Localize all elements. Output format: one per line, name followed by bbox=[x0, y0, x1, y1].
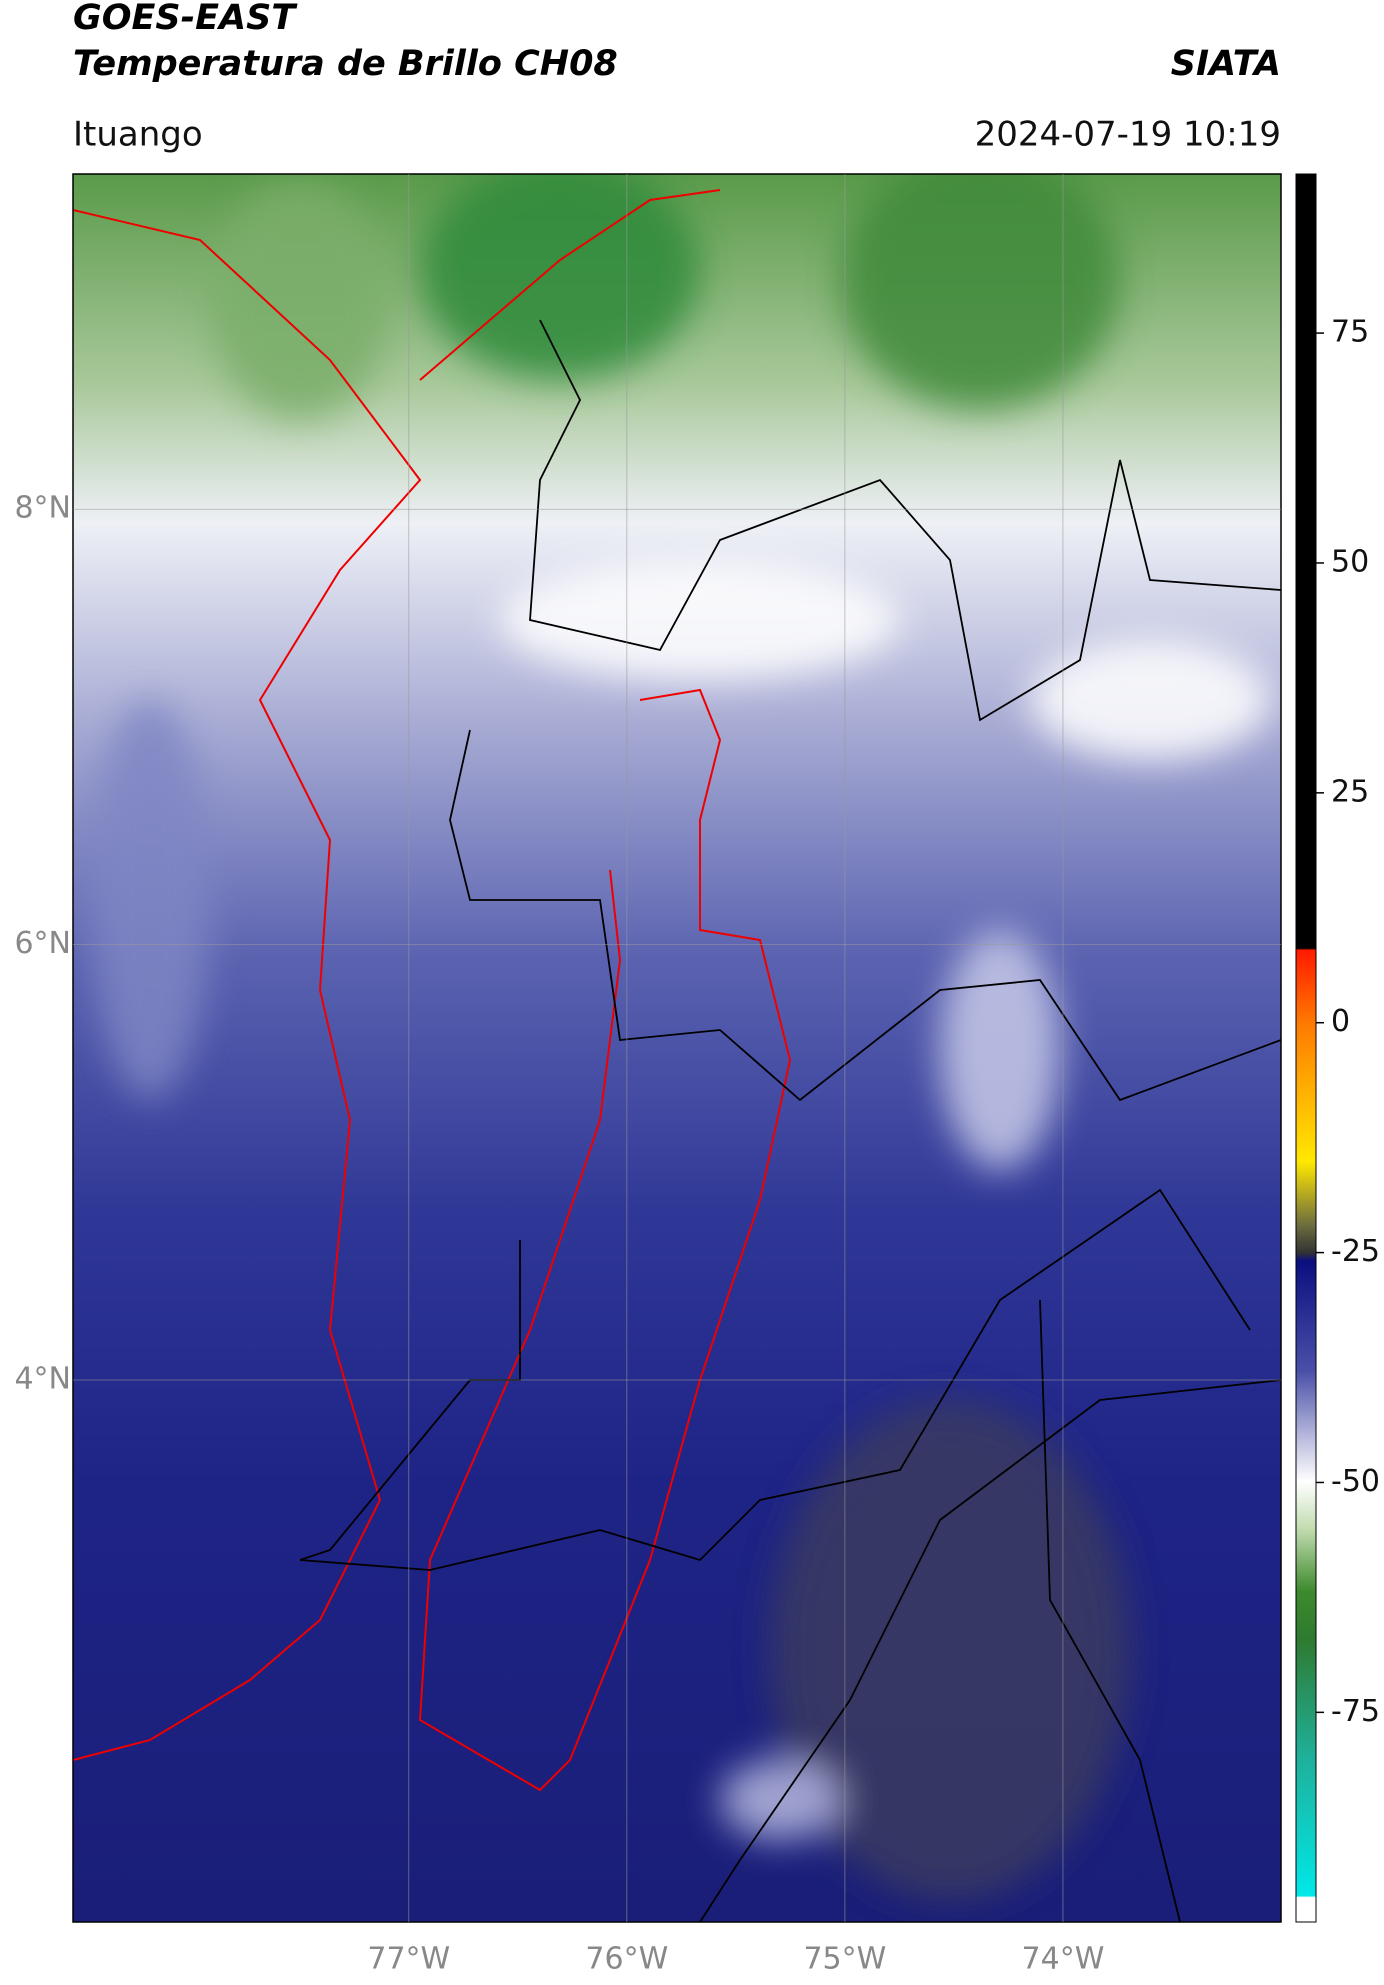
colorbar-tick-label: 50 bbox=[1331, 544, 1369, 579]
colorbar-tick-label: -75 bbox=[1331, 1694, 1380, 1729]
colorbar-tick-label: 0 bbox=[1331, 1004, 1350, 1039]
x-tick-label: 76°W bbox=[585, 1942, 668, 1977]
subtitle: Temperatura de Brillo CH08 bbox=[73, 44, 618, 84]
colorbar-tick-label: -50 bbox=[1331, 1464, 1380, 1499]
colorbar-tick-label: 75 bbox=[1331, 315, 1369, 350]
source: SIATA bbox=[1171, 44, 1281, 84]
x-tick-label: 75°W bbox=[803, 1942, 886, 1977]
map-frame bbox=[72, 173, 1282, 1923]
x-tick-label: 74°W bbox=[1022, 1942, 1105, 1977]
datetime: 2024-07-19 10:19 bbox=[975, 115, 1281, 155]
y-tick-label: 4°N bbox=[14, 1361, 71, 1396]
y-tick-label: 8°N bbox=[14, 491, 71, 526]
colorbar-tick-label: -25 bbox=[1331, 1234, 1380, 1269]
colorbar bbox=[1295, 173, 1317, 1923]
y-tick-label: 6°N bbox=[14, 926, 71, 961]
x-tick-label: 77°W bbox=[367, 1942, 450, 1977]
location: Ituango bbox=[73, 115, 203, 155]
title: GOES-EAST bbox=[73, 0, 298, 38]
colorbar-tick-label: 25 bbox=[1331, 774, 1369, 809]
map-image bbox=[73, 174, 1281, 1922]
